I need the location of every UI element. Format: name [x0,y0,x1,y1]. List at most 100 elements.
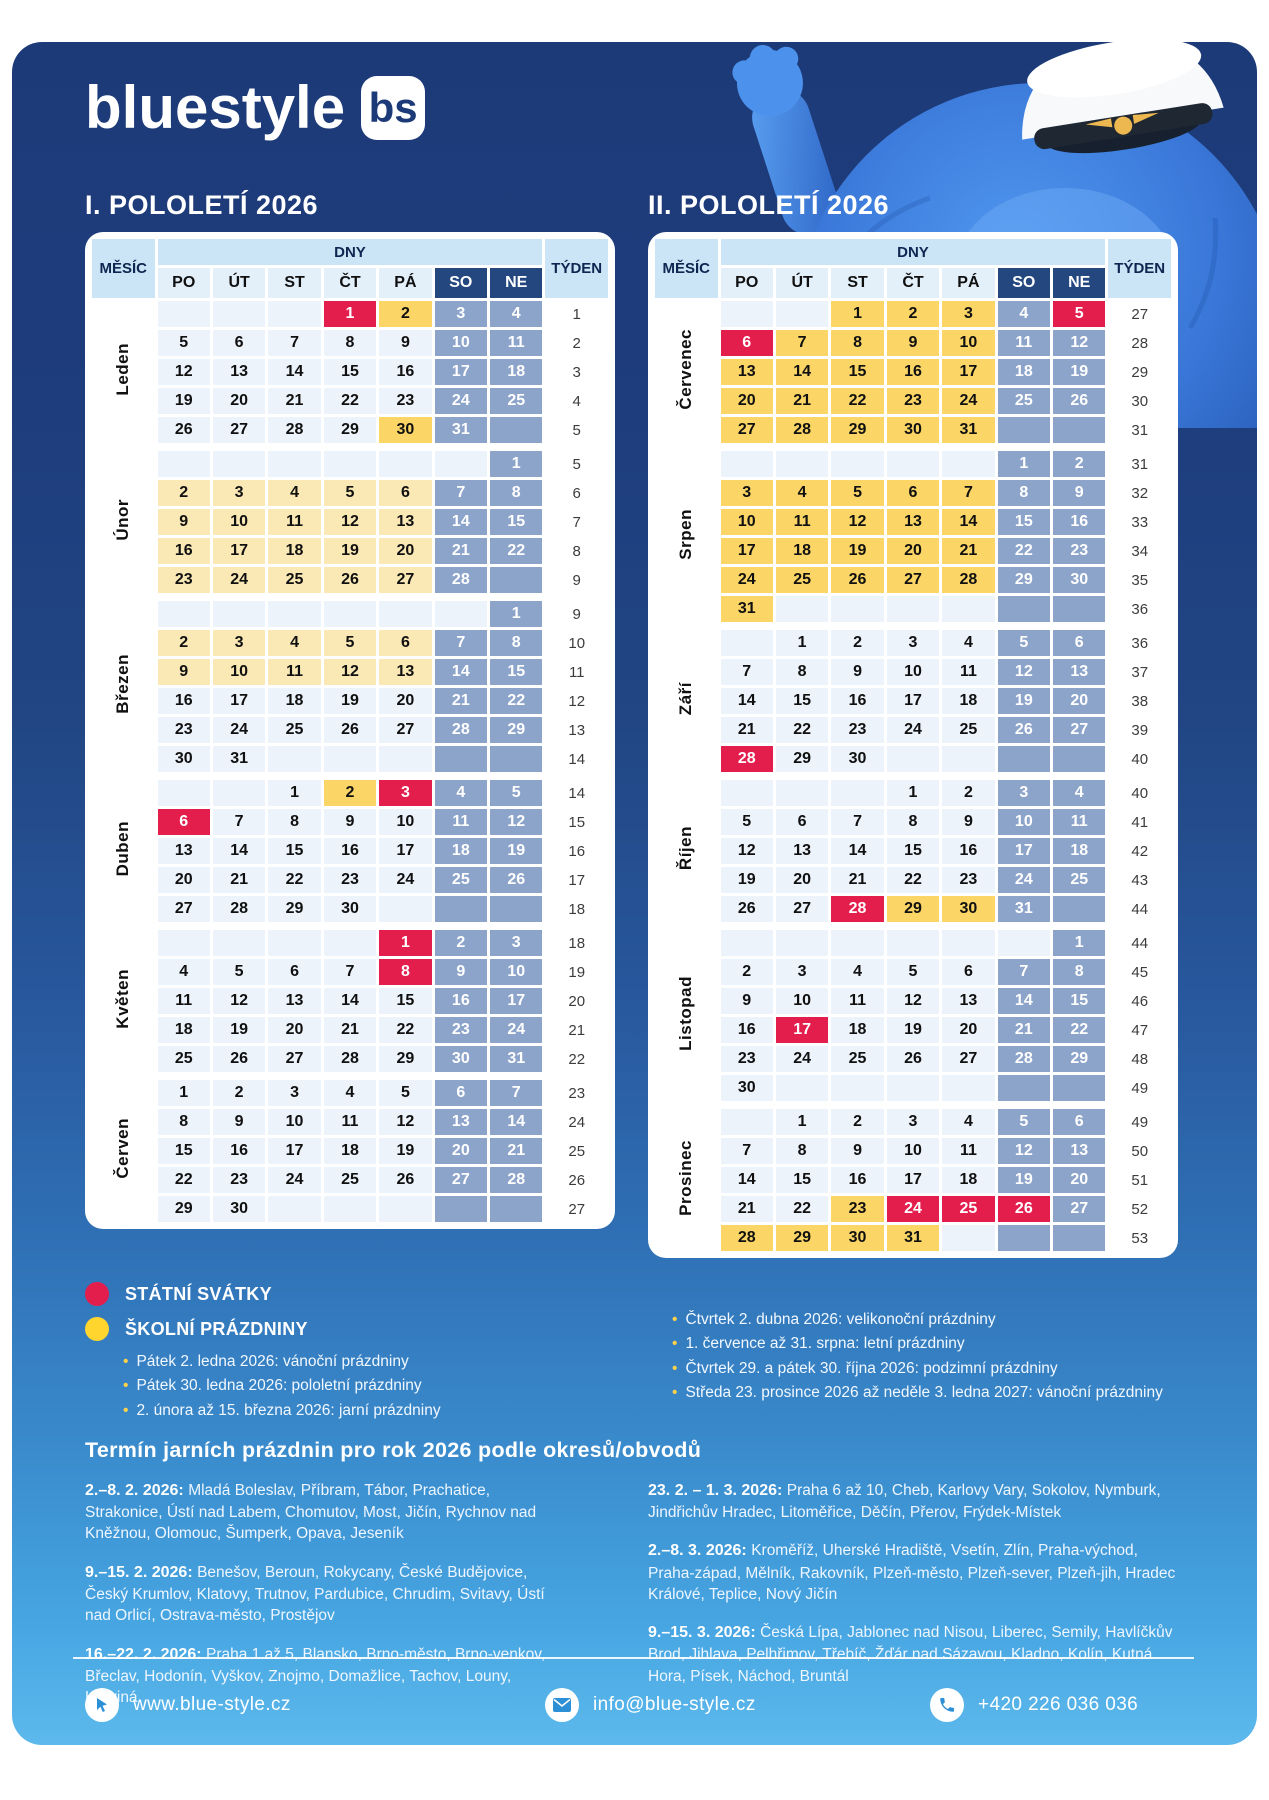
day-cell: 7 [720,659,773,685]
day-cell: 22 [157,1167,210,1193]
legend-bullet: • Pátek 30. ledna 2026: pololetní prázdni… [123,1377,422,1395]
day-cell: 29 [775,1225,829,1251]
month-gap [92,596,608,598]
day-cell [720,1109,773,1135]
month-cell-březen: Březen [92,601,155,772]
footer-website-link[interactable]: www.blue-style.cz [85,1688,291,1722]
day-cell [831,930,884,956]
day-cell: 6 [1053,630,1106,656]
day-cell [942,451,995,477]
day-cell [886,451,940,477]
day-cell [1053,746,1106,772]
day-cell: 2 [720,959,773,985]
day-cell: 6 [942,959,995,985]
calendar-row: 5 6 7 8 9 10 11 41 [655,809,1171,835]
week-number: 1 [545,301,608,327]
month-label: Říjen [676,826,696,871]
day-cell [490,896,543,922]
day-cell: 5 [212,959,266,985]
day-cell [379,601,432,627]
brand-logo: bluestyle bs [85,76,426,140]
day-cell: 28 [831,896,884,922]
day-cell: 24 [434,388,488,414]
month-gap [92,1075,608,1077]
month-label: Srpen [676,508,696,560]
day-cell: 18 [490,359,543,385]
week-number: 18 [545,896,608,922]
days-header: DNY [720,239,1106,265]
day-cell: 14 [268,359,321,385]
day-cell: 20 [775,867,829,893]
day-cell [157,930,210,956]
day-cell [490,1196,543,1222]
day-cell: 9 [157,509,210,535]
day-cell: 3 [268,1080,321,1106]
day-cell [379,896,432,922]
day-cell: 23 [831,1196,884,1222]
day-cell: 9 [323,809,377,835]
school-holiday-dot-icon [85,1317,109,1341]
day-cell: 29 [997,567,1051,593]
day-cell: 12 [212,988,266,1014]
week-number: 47 [1108,1017,1171,1043]
day-cell: 14 [434,509,488,535]
day-cell: 15 [997,509,1051,535]
month-gap [92,775,608,777]
day-cell: 4 [942,1109,995,1135]
day-cell: 31 [886,1225,940,1251]
calendar-row: 29 30 27 [92,1196,608,1222]
day-cell: 17 [775,1017,829,1043]
day-cell: 27 [157,896,210,922]
day-cell: 5 [379,1080,432,1106]
calendar-row: Březen 1 9 [92,601,608,772]
day-cell [942,930,995,956]
day-cell: 18 [997,359,1051,385]
day-cell: 4 [434,780,488,806]
calendar-row: 9 10 11 12 13 14 15 7 [92,509,608,535]
day-cell: 20 [434,1138,488,1164]
month-cell-duben: Duben [92,780,155,922]
day-cell: 29 [886,896,940,922]
day-cell: 12 [323,659,377,685]
day-cell: 22 [831,388,884,414]
calendar-row: 6 7 8 9 10 11 12 28 [655,330,1171,356]
day-cell: 18 [268,688,321,714]
footer-divider [73,1657,1194,1659]
day-cell [942,1225,995,1251]
day-cell: 17 [720,538,773,564]
day-cell: 9 [886,330,940,356]
day-cell: 13 [157,838,210,864]
day-cell: 23 [212,1167,266,1193]
day-cell [1053,1225,1106,1251]
day-cell: 14 [323,988,377,1014]
month-gap [655,625,1171,627]
day-cell: 15 [379,988,432,1014]
month-gap [655,775,1171,777]
day-cell: 18 [1053,838,1106,864]
day-cell: 24 [720,567,773,593]
day-cell: 3 [775,959,829,985]
day-cell: 21 [720,717,773,743]
day-cell: 27 [379,717,432,743]
day-cell [831,780,884,806]
week-number: 41 [1108,809,1171,835]
week-number: 48 [1108,1046,1171,1072]
day-cell: 10 [942,330,995,356]
day-cell [212,601,266,627]
week-number: 6 [545,480,608,506]
calendar-row: 9 10 11 12 13 14 15 46 [655,988,1171,1014]
day-cell: 20 [212,388,266,414]
captain-hat [1022,42,1224,154]
week-number: 36 [1108,596,1171,622]
day-cell: 7 [942,480,995,506]
footer-email-link[interactable]: info@blue-style.cz [545,1688,756,1722]
email-text: info@blue-style.cz [593,1694,756,1715]
day-cell: 26 [212,1046,266,1072]
day-cell: 28 [720,1225,773,1251]
day-cell: 6 [379,480,432,506]
footer-phone-link[interactable]: +420 226 036 036 [930,1688,1138,1722]
day-cell [720,930,773,956]
day-cell: 28 [775,417,829,443]
weekday-header-po: PO [157,268,210,298]
calendar-row: 12 13 14 15 16 17 18 3 [92,359,608,385]
